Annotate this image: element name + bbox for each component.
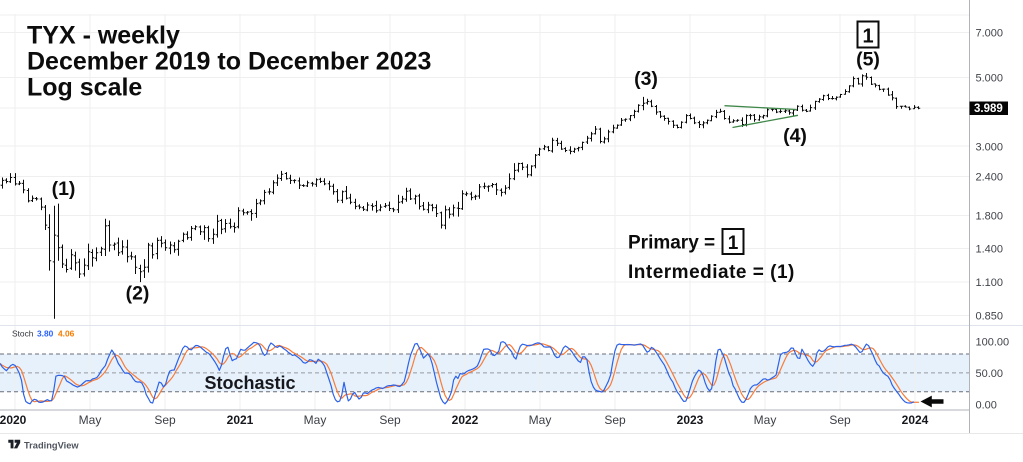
- svg-text:1.400: 1.400: [976, 244, 1004, 256]
- svg-text:100.00: 100.00: [976, 337, 1010, 349]
- svg-text:May: May: [304, 413, 327, 427]
- svg-text:3.80: 3.80: [37, 329, 54, 339]
- svg-text:December 2019 to December 2023: December 2019 to December 2023: [27, 48, 431, 76]
- svg-text:50.00: 50.00: [976, 368, 1004, 380]
- svg-text:2020: 2020: [0, 413, 27, 427]
- svg-text:5.000: 5.000: [976, 73, 1004, 85]
- svg-text:2021: 2021: [227, 413, 254, 427]
- svg-text:1: 1: [728, 233, 739, 254]
- svg-text:1.800: 1.800: [976, 211, 1004, 223]
- svg-text:1: 1: [862, 26, 873, 48]
- svg-text:(5): (5): [856, 49, 880, 71]
- svg-text:Stoch: Stoch: [12, 329, 34, 339]
- svg-text:2.400: 2.400: [976, 172, 1004, 184]
- svg-text:(3): (3): [634, 68, 658, 90]
- svg-text:TradingView: TradingView: [24, 441, 79, 451]
- svg-text:2023: 2023: [677, 413, 704, 427]
- svg-text:Sep: Sep: [154, 413, 176, 427]
- svg-text:4.06: 4.06: [58, 329, 75, 339]
- svg-text:3.989: 3.989: [974, 103, 1003, 115]
- svg-text:TYX - weekly: TYX - weekly: [27, 22, 180, 50]
- svg-text:0.00: 0.00: [976, 400, 997, 412]
- svg-text:Sep: Sep: [604, 413, 626, 427]
- svg-text:3.000: 3.000: [976, 142, 1004, 154]
- svg-text:1.100: 1.100: [976, 277, 1004, 289]
- svg-text:Log scale: Log scale: [27, 74, 142, 102]
- svg-text:Intermediate = (1): Intermediate = (1): [628, 262, 795, 283]
- svg-text:May: May: [79, 413, 102, 427]
- svg-text:Sep: Sep: [829, 413, 851, 427]
- svg-text:Primary =: Primary =: [628, 233, 715, 254]
- svg-text:Stochastic: Stochastic: [204, 373, 295, 393]
- svg-text:(1): (1): [52, 178, 76, 200]
- svg-text:2024: 2024: [902, 413, 929, 427]
- svg-text:2022: 2022: [452, 413, 479, 427]
- svg-text:0.850: 0.850: [976, 311, 1004, 323]
- svg-text:(2): (2): [126, 283, 150, 305]
- svg-text:May: May: [529, 413, 552, 427]
- svg-text:Sep: Sep: [379, 413, 401, 427]
- svg-text:May: May: [754, 413, 777, 427]
- svg-text:7.000: 7.000: [976, 28, 1004, 40]
- svg-text:(4): (4): [783, 125, 807, 147]
